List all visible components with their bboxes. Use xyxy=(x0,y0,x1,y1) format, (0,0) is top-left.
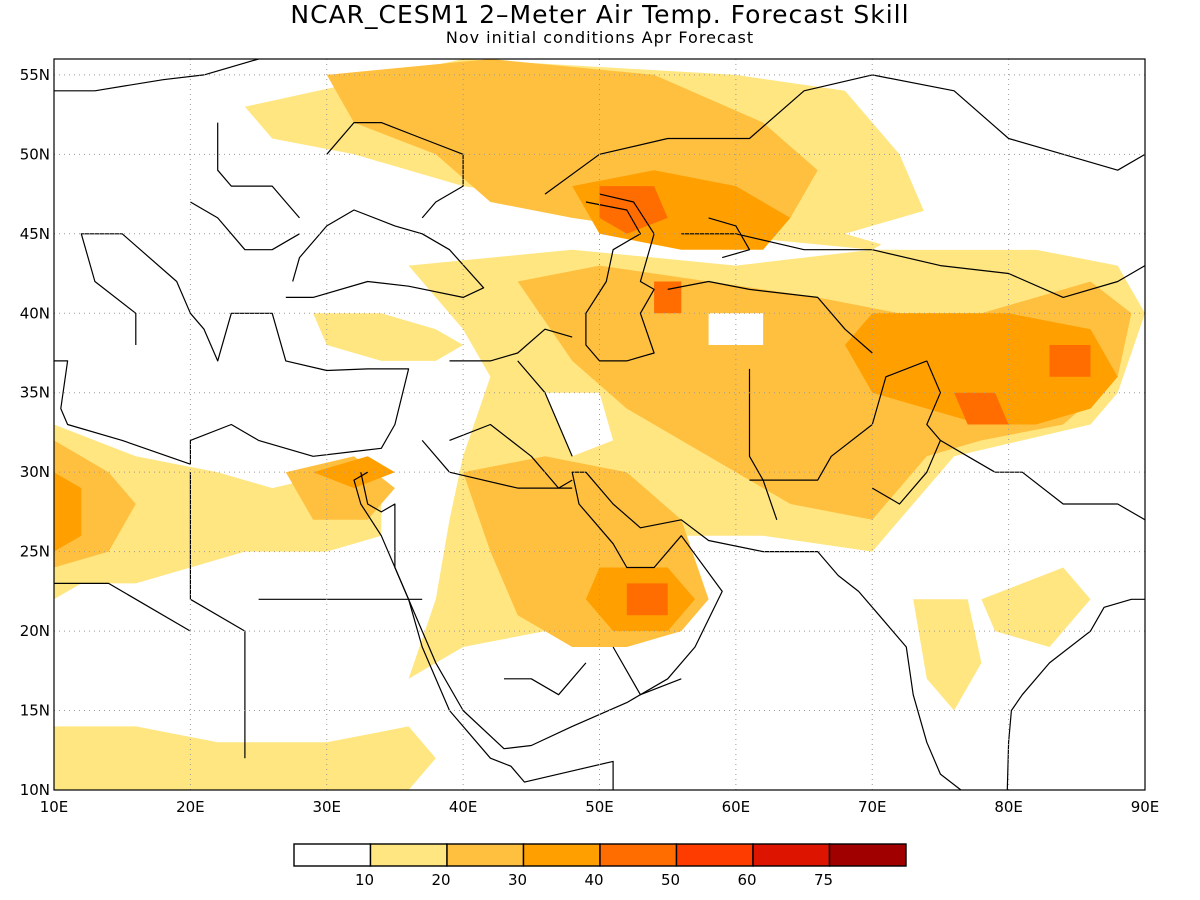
coastline-9 xyxy=(189,472,246,759)
coastline-18 xyxy=(667,280,873,354)
colorbar-label-40: 40 xyxy=(584,871,603,889)
colorbar-swatch-8 xyxy=(828,843,907,867)
lat-label-45n: 45N xyxy=(20,225,50,243)
colorbar-label-60: 60 xyxy=(737,871,756,889)
latitude-labels: 10N 15N 20N 25N 30N 35N 40N 45N 50N 55N xyxy=(20,66,50,799)
colorbar-swatch-6 xyxy=(675,843,754,867)
coastline-24 xyxy=(926,360,1145,521)
lon-label-50e: 50E xyxy=(585,798,614,816)
lon-label-80e: 80E xyxy=(994,798,1023,816)
skill-region-5 xyxy=(313,313,464,361)
skill-region-22 xyxy=(626,583,668,616)
skill-region-24 xyxy=(545,392,614,457)
coastline-5 xyxy=(360,471,962,790)
lat-lon-grid xyxy=(54,59,1145,790)
skill-region-6 xyxy=(913,599,982,711)
coastline-3 xyxy=(585,193,655,362)
map-frame xyxy=(53,58,1146,791)
colorbar-swatch-5 xyxy=(599,843,678,867)
map-title: NCAR_CESM1 2–Meter Air Temp. Forecast Sk… xyxy=(290,0,910,29)
colorbar-label-75: 75 xyxy=(814,871,833,889)
coastline-21 xyxy=(326,122,464,219)
coastline-19 xyxy=(681,233,1145,298)
lat-label-20n: 20N xyxy=(20,622,50,640)
coastline-13 xyxy=(517,360,573,457)
lon-label-70e: 70E xyxy=(858,798,887,816)
colorbar-label-10: 10 xyxy=(355,871,374,889)
colorbar-label-20: 20 xyxy=(431,871,450,889)
lat-label-50n: 50N xyxy=(20,145,50,163)
colorbar-swatch-4 xyxy=(522,843,601,867)
lon-label-30e: 30E xyxy=(312,798,341,816)
lat-label-15n: 15N xyxy=(20,702,50,720)
lat-label-40n: 40N xyxy=(20,304,50,322)
lon-label-40e: 40E xyxy=(449,798,478,816)
coastline-1 xyxy=(54,233,410,465)
coastline-25 xyxy=(871,440,941,505)
coastline-11 xyxy=(54,582,191,632)
colorbar-swatch-7 xyxy=(752,843,831,867)
coastline-26 xyxy=(612,646,682,696)
longitude-labels: 10E 20E 30E 40E 50E 60E 70E 80E 90E xyxy=(40,798,1160,816)
coastline-2 xyxy=(285,209,485,298)
coastline-8 xyxy=(54,59,259,92)
skill-region-16 xyxy=(54,472,82,552)
coastline-4 xyxy=(708,217,751,259)
colorbar-swatch-3 xyxy=(446,843,525,867)
lon-label-20e: 20E xyxy=(176,798,205,816)
skill-region-14 xyxy=(845,313,1118,425)
lon-label-10e: 10E xyxy=(40,798,69,816)
skill-region-21 xyxy=(954,392,1009,425)
colorbar-swatch-2 xyxy=(369,843,448,867)
skill-region-23 xyxy=(845,202,1091,250)
coastline-7 xyxy=(1006,598,1145,790)
map-subtitle: Nov initial conditions Apr Forecast xyxy=(445,28,755,47)
colorbar: 10 20 30 40 50 60 75 xyxy=(293,843,907,889)
coastline-17 xyxy=(749,360,928,481)
colorbar-label-50: 50 xyxy=(661,871,680,889)
coastline-23 xyxy=(190,201,300,251)
coastline-14 xyxy=(449,423,573,489)
lat-label-30n: 30N xyxy=(20,463,50,481)
lat-label-10n: 10N xyxy=(20,781,50,799)
lat-label-35n: 35N xyxy=(20,384,50,402)
lat-label-55n: 55N xyxy=(20,66,50,84)
skill-region-20 xyxy=(1049,345,1091,377)
coastline-15 xyxy=(421,440,573,489)
lon-label-90e: 90E xyxy=(1131,798,1160,816)
colorbar-label-30: 30 xyxy=(508,871,527,889)
coastline-16 xyxy=(748,368,778,520)
skill-region-3 xyxy=(54,424,382,600)
coastline-12 xyxy=(449,328,573,362)
coastline-22 xyxy=(217,122,300,219)
lat-label-25n: 25N xyxy=(20,543,50,561)
skill-region-7 xyxy=(981,567,1091,647)
lon-label-60e: 60E xyxy=(722,798,751,816)
colorbar-swatch-1 xyxy=(293,843,372,867)
skill-region-19 xyxy=(654,281,682,314)
coastline-27 xyxy=(504,662,587,696)
